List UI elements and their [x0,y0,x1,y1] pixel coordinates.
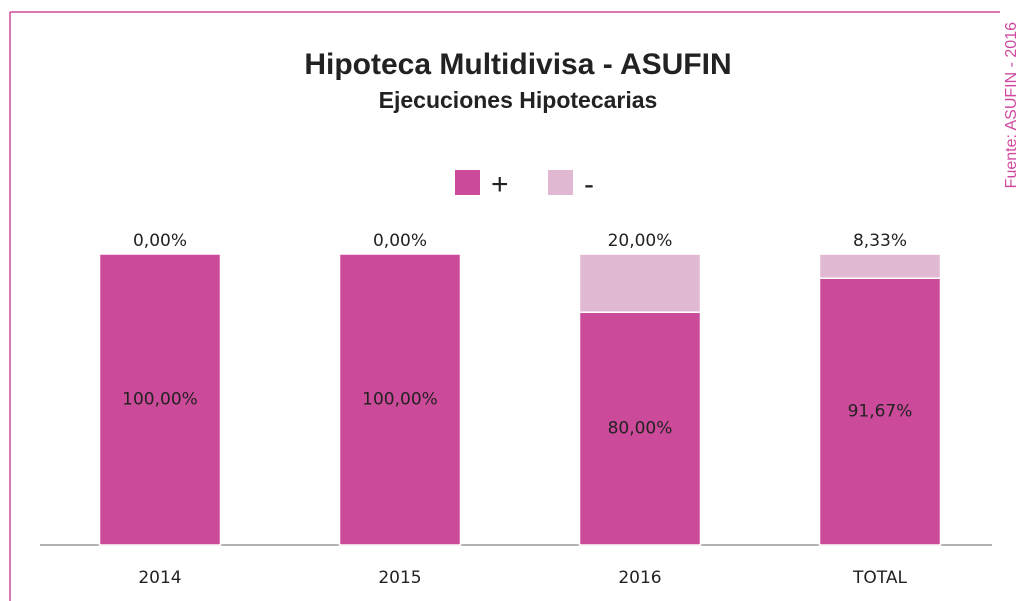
legend-label: + [491,168,509,201]
value-label: 0,00% [373,231,427,251]
bar-segment [338,253,462,546]
x-tick-label: TOTAL [852,568,907,588]
x-tick-label: 2015 [378,568,421,588]
value-label: 80,00% [608,419,673,439]
legend-swatch [455,170,480,195]
value-label: 91,67% [848,402,913,422]
bar-segment [98,253,222,546]
value-label: 0,00% [133,231,187,251]
bar-segment [818,253,942,279]
bar-segment [578,311,702,546]
x-tick-label: 2014 [138,568,181,588]
legend-label: - [584,168,594,201]
chart-subtitle: Ejecuciones Hipotecarias [379,87,658,113]
bar-segment [818,277,942,546]
legend-swatch [548,170,573,195]
value-label: 8,33% [853,231,907,251]
chart-title: Hipoteca Multidivisa - ASUFIN [304,48,731,81]
value-label: 20,00% [608,231,673,251]
value-label: 100,00% [362,390,438,410]
bar-segment [578,253,702,313]
value-label: 100,00% [122,390,198,410]
source: Fuente: ASUFIN - 2016 [1003,22,1019,188]
x-tick-label: 2016 [618,568,661,588]
